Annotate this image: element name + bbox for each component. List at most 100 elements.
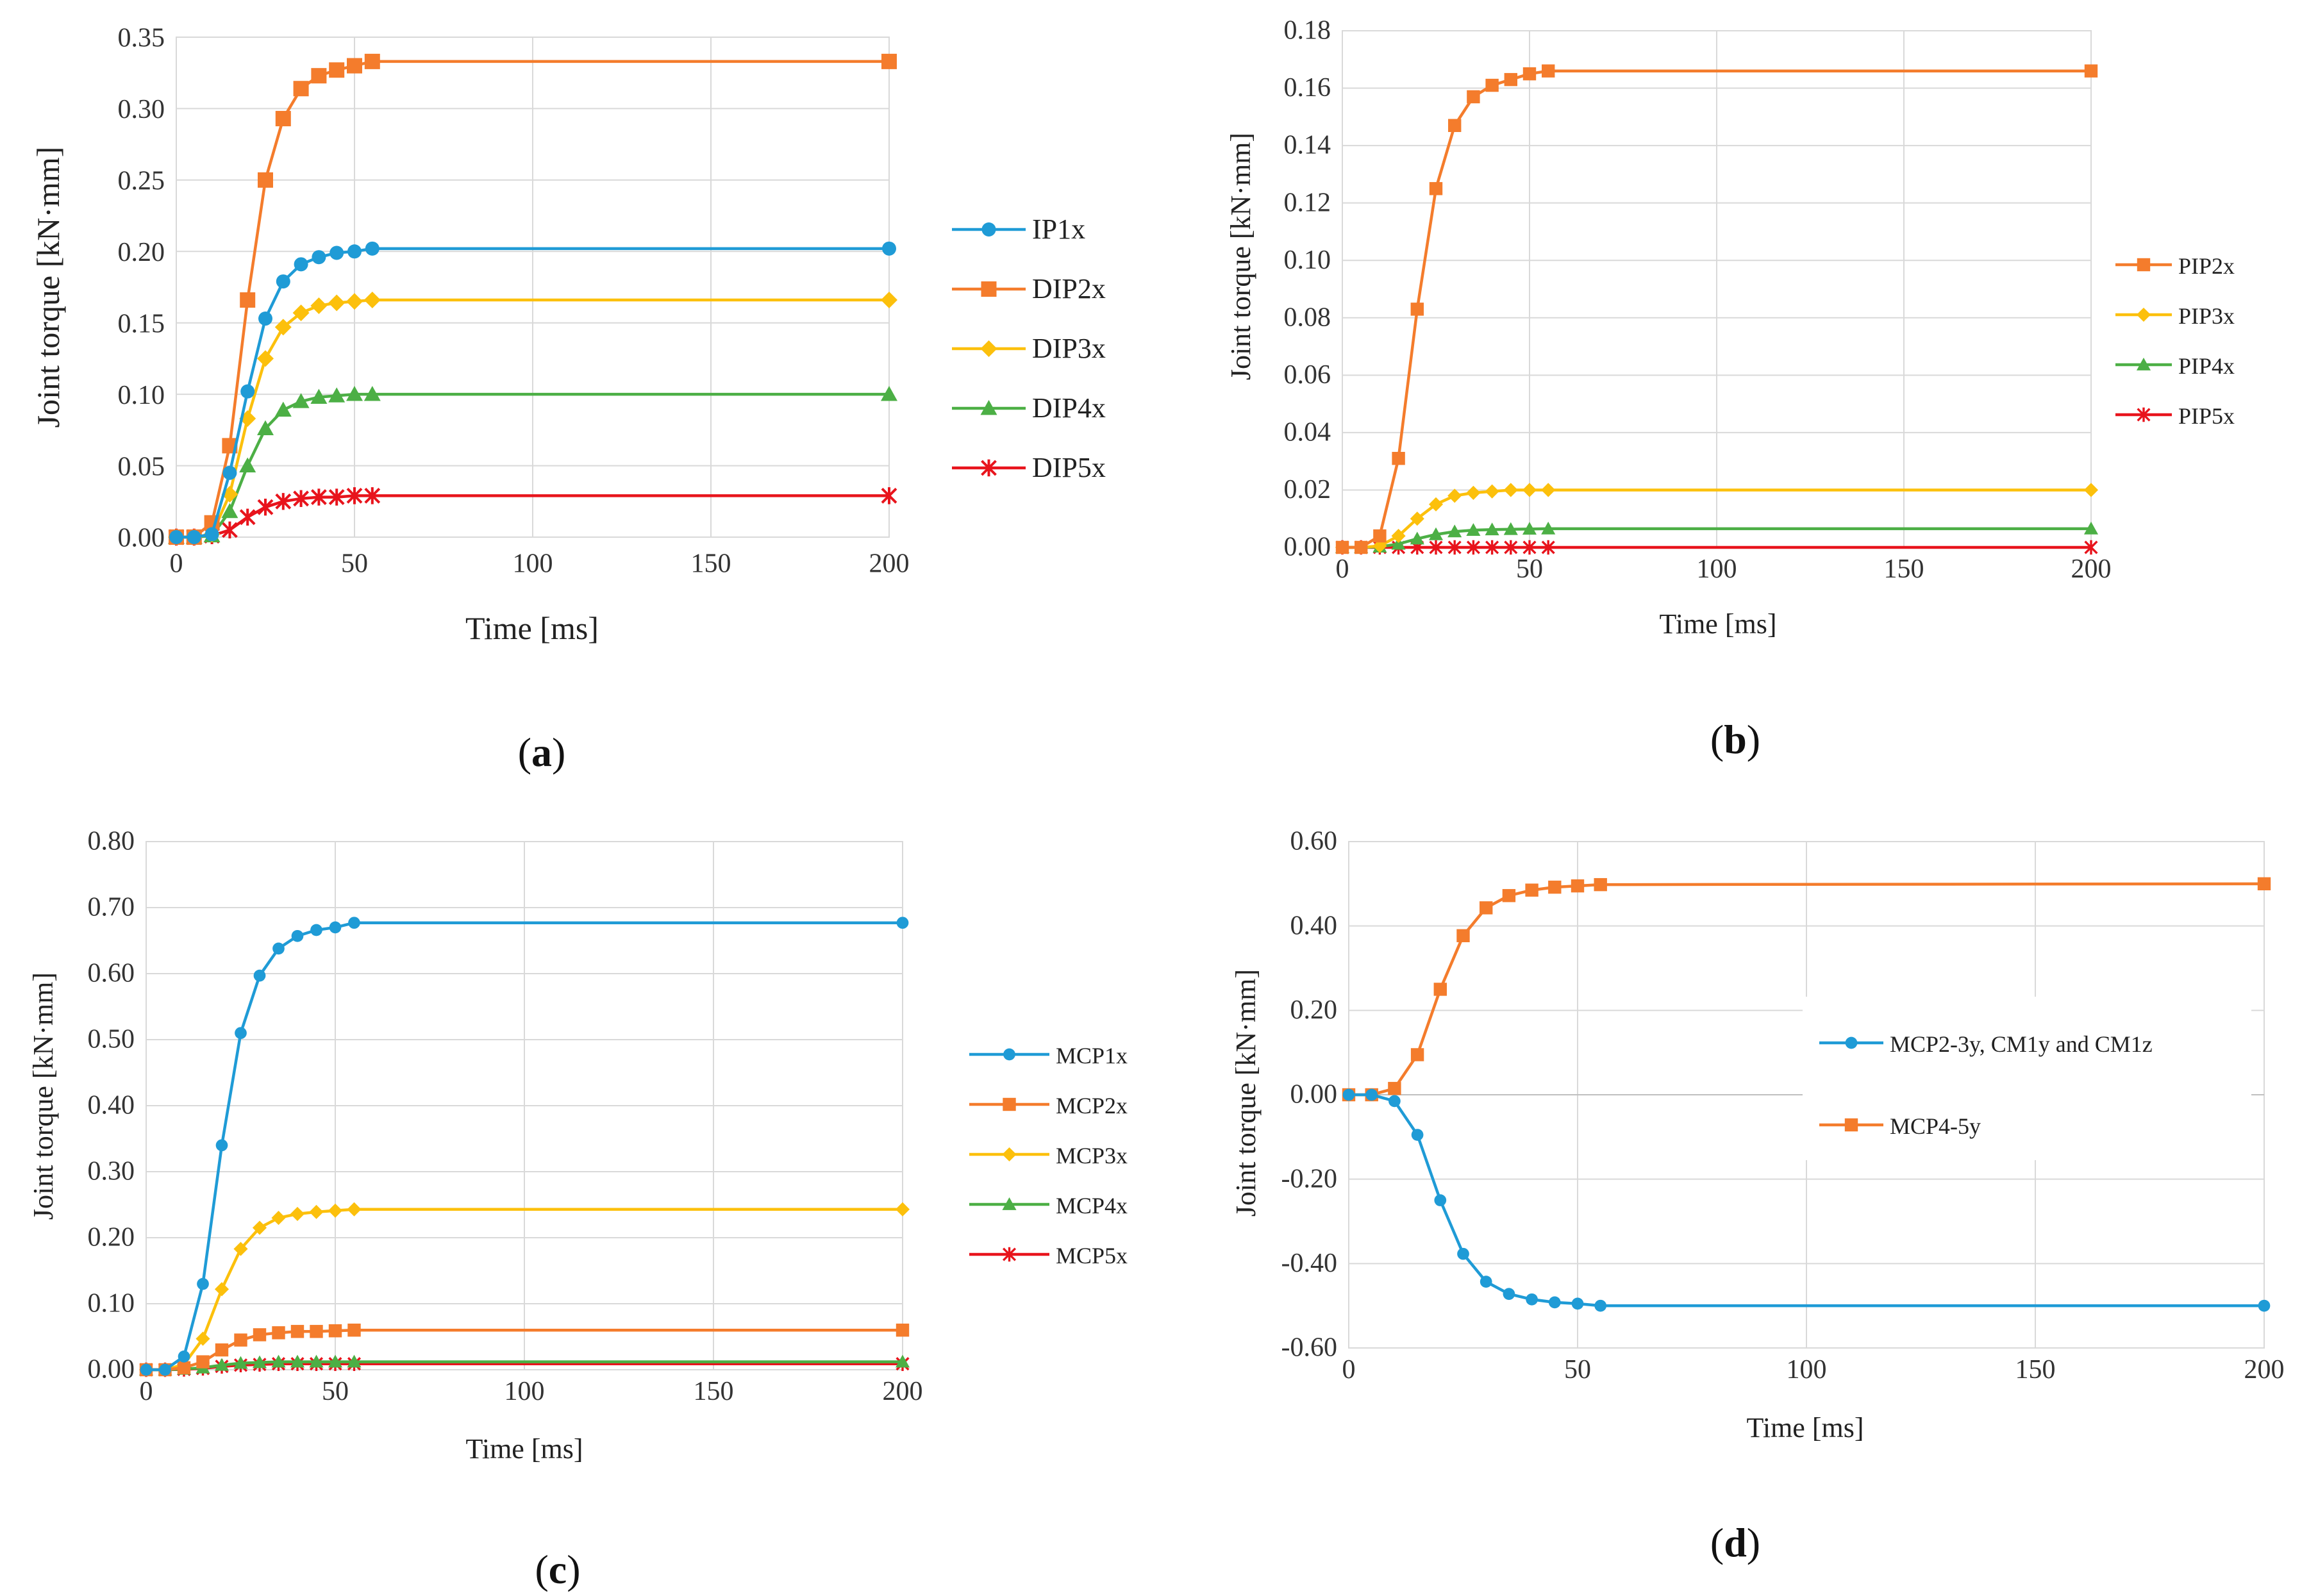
data-point xyxy=(1428,527,1444,540)
data-point xyxy=(258,172,273,188)
data-point xyxy=(292,304,310,322)
data-point xyxy=(1571,879,1585,893)
legend-marker xyxy=(981,459,997,477)
legend-label: DIP4x xyxy=(1032,392,1106,424)
legend-marker xyxy=(2136,307,2151,322)
data-point xyxy=(1480,1276,1492,1288)
data-point xyxy=(1447,524,1462,538)
data-point xyxy=(1410,1048,1424,1061)
y-tick-label: 0.40 xyxy=(88,1091,135,1120)
y-tick-label: 0.10 xyxy=(1284,245,1331,275)
data-point xyxy=(310,1325,323,1338)
data-point xyxy=(310,488,327,506)
data-point xyxy=(222,465,237,480)
data-point xyxy=(309,1354,324,1368)
y-tick-label: 0.00 xyxy=(1284,533,1331,562)
data-point xyxy=(1457,1247,1469,1260)
y-tick-label: 0.05 xyxy=(118,452,165,481)
data-point xyxy=(1480,901,1493,915)
x-tick-label: 0 xyxy=(170,549,183,579)
panel-label-b: (b) xyxy=(1710,717,1760,762)
data-point xyxy=(177,1361,191,1375)
x-tick-label: 0 xyxy=(1342,1355,1356,1384)
y-tick-label: 0.10 xyxy=(118,381,165,410)
data-point xyxy=(1433,983,1447,996)
data-point xyxy=(1485,522,1499,536)
data-point xyxy=(1502,889,1516,902)
data-point xyxy=(347,1324,361,1337)
legend-marker xyxy=(1002,1247,1017,1262)
data-point xyxy=(881,292,897,309)
data-point xyxy=(1411,1129,1424,1141)
y-tick-label: 0.02 xyxy=(1284,475,1331,504)
panel-label-c: (c) xyxy=(535,1547,580,1592)
data-point xyxy=(290,1354,305,1368)
data-point xyxy=(214,1358,229,1371)
legend-label: DIP5x xyxy=(1032,452,1106,483)
x-tick-label: 200 xyxy=(869,549,910,579)
data-point xyxy=(290,1206,305,1221)
y-axis-title: Joint torque [kN·mm] xyxy=(30,147,66,428)
data-point xyxy=(1447,488,1462,503)
data-point xyxy=(1541,521,1556,535)
data-point xyxy=(239,508,256,526)
data-point xyxy=(328,1324,342,1338)
data-point xyxy=(310,924,322,936)
data-point xyxy=(293,490,310,508)
data-point xyxy=(2258,1299,2271,1312)
data-point xyxy=(896,1324,910,1337)
data-point xyxy=(2084,64,2098,78)
data-point xyxy=(310,388,328,404)
data-point xyxy=(292,393,310,408)
y-tick-label: 0.20 xyxy=(118,238,165,267)
data-point xyxy=(1571,1297,1584,1310)
data-point xyxy=(1548,880,1562,894)
data-point xyxy=(329,245,344,260)
x-tick-label: 100 xyxy=(513,549,553,579)
data-point xyxy=(1467,90,1480,104)
x-tick-label: 100 xyxy=(1787,1355,1827,1384)
data-point xyxy=(363,292,381,309)
legend-marker xyxy=(1002,1147,1017,1162)
data-point xyxy=(347,244,362,259)
data-point xyxy=(1542,64,1555,78)
data-point xyxy=(221,503,238,519)
data-point xyxy=(1391,529,1406,544)
data-point xyxy=(1429,540,1443,555)
x-tick-label: 50 xyxy=(341,549,368,579)
data-point xyxy=(293,81,309,97)
legend-label: MCP5x xyxy=(1056,1243,1128,1268)
y-tick-label: 0.60 xyxy=(1290,827,1338,856)
y-tick-label: 0.80 xyxy=(88,827,135,856)
data-point xyxy=(347,1354,362,1368)
data-point xyxy=(1503,1288,1515,1301)
data-point xyxy=(197,1277,209,1290)
data-point xyxy=(346,293,363,310)
data-point xyxy=(1410,531,1424,545)
legend-label: PIP4x xyxy=(2178,353,2235,379)
x-tick-label: 100 xyxy=(1697,554,1737,584)
data-point xyxy=(257,420,274,436)
data-point xyxy=(221,521,238,539)
x-tick-label: 50 xyxy=(1564,1355,1591,1384)
data-point xyxy=(348,917,360,929)
legend-marker xyxy=(1003,1097,1016,1111)
data-point xyxy=(1522,483,1537,497)
data-point xyxy=(275,111,291,127)
data-point xyxy=(1428,497,1444,511)
x-tick-label: 0 xyxy=(140,1377,153,1406)
data-point xyxy=(240,384,255,399)
data-point xyxy=(881,386,897,401)
legend-marker xyxy=(981,222,996,237)
x-tick-label: 150 xyxy=(1884,554,1924,584)
data-point xyxy=(196,1355,210,1368)
data-point xyxy=(271,1354,286,1368)
data-point xyxy=(2083,521,2099,535)
data-point xyxy=(1434,1194,1447,1206)
data-point xyxy=(1448,119,1462,132)
data-point xyxy=(2084,540,2098,555)
data-point xyxy=(328,294,346,312)
data-point xyxy=(882,241,896,256)
x-axis-title: Time [ms] xyxy=(1747,1412,1864,1443)
